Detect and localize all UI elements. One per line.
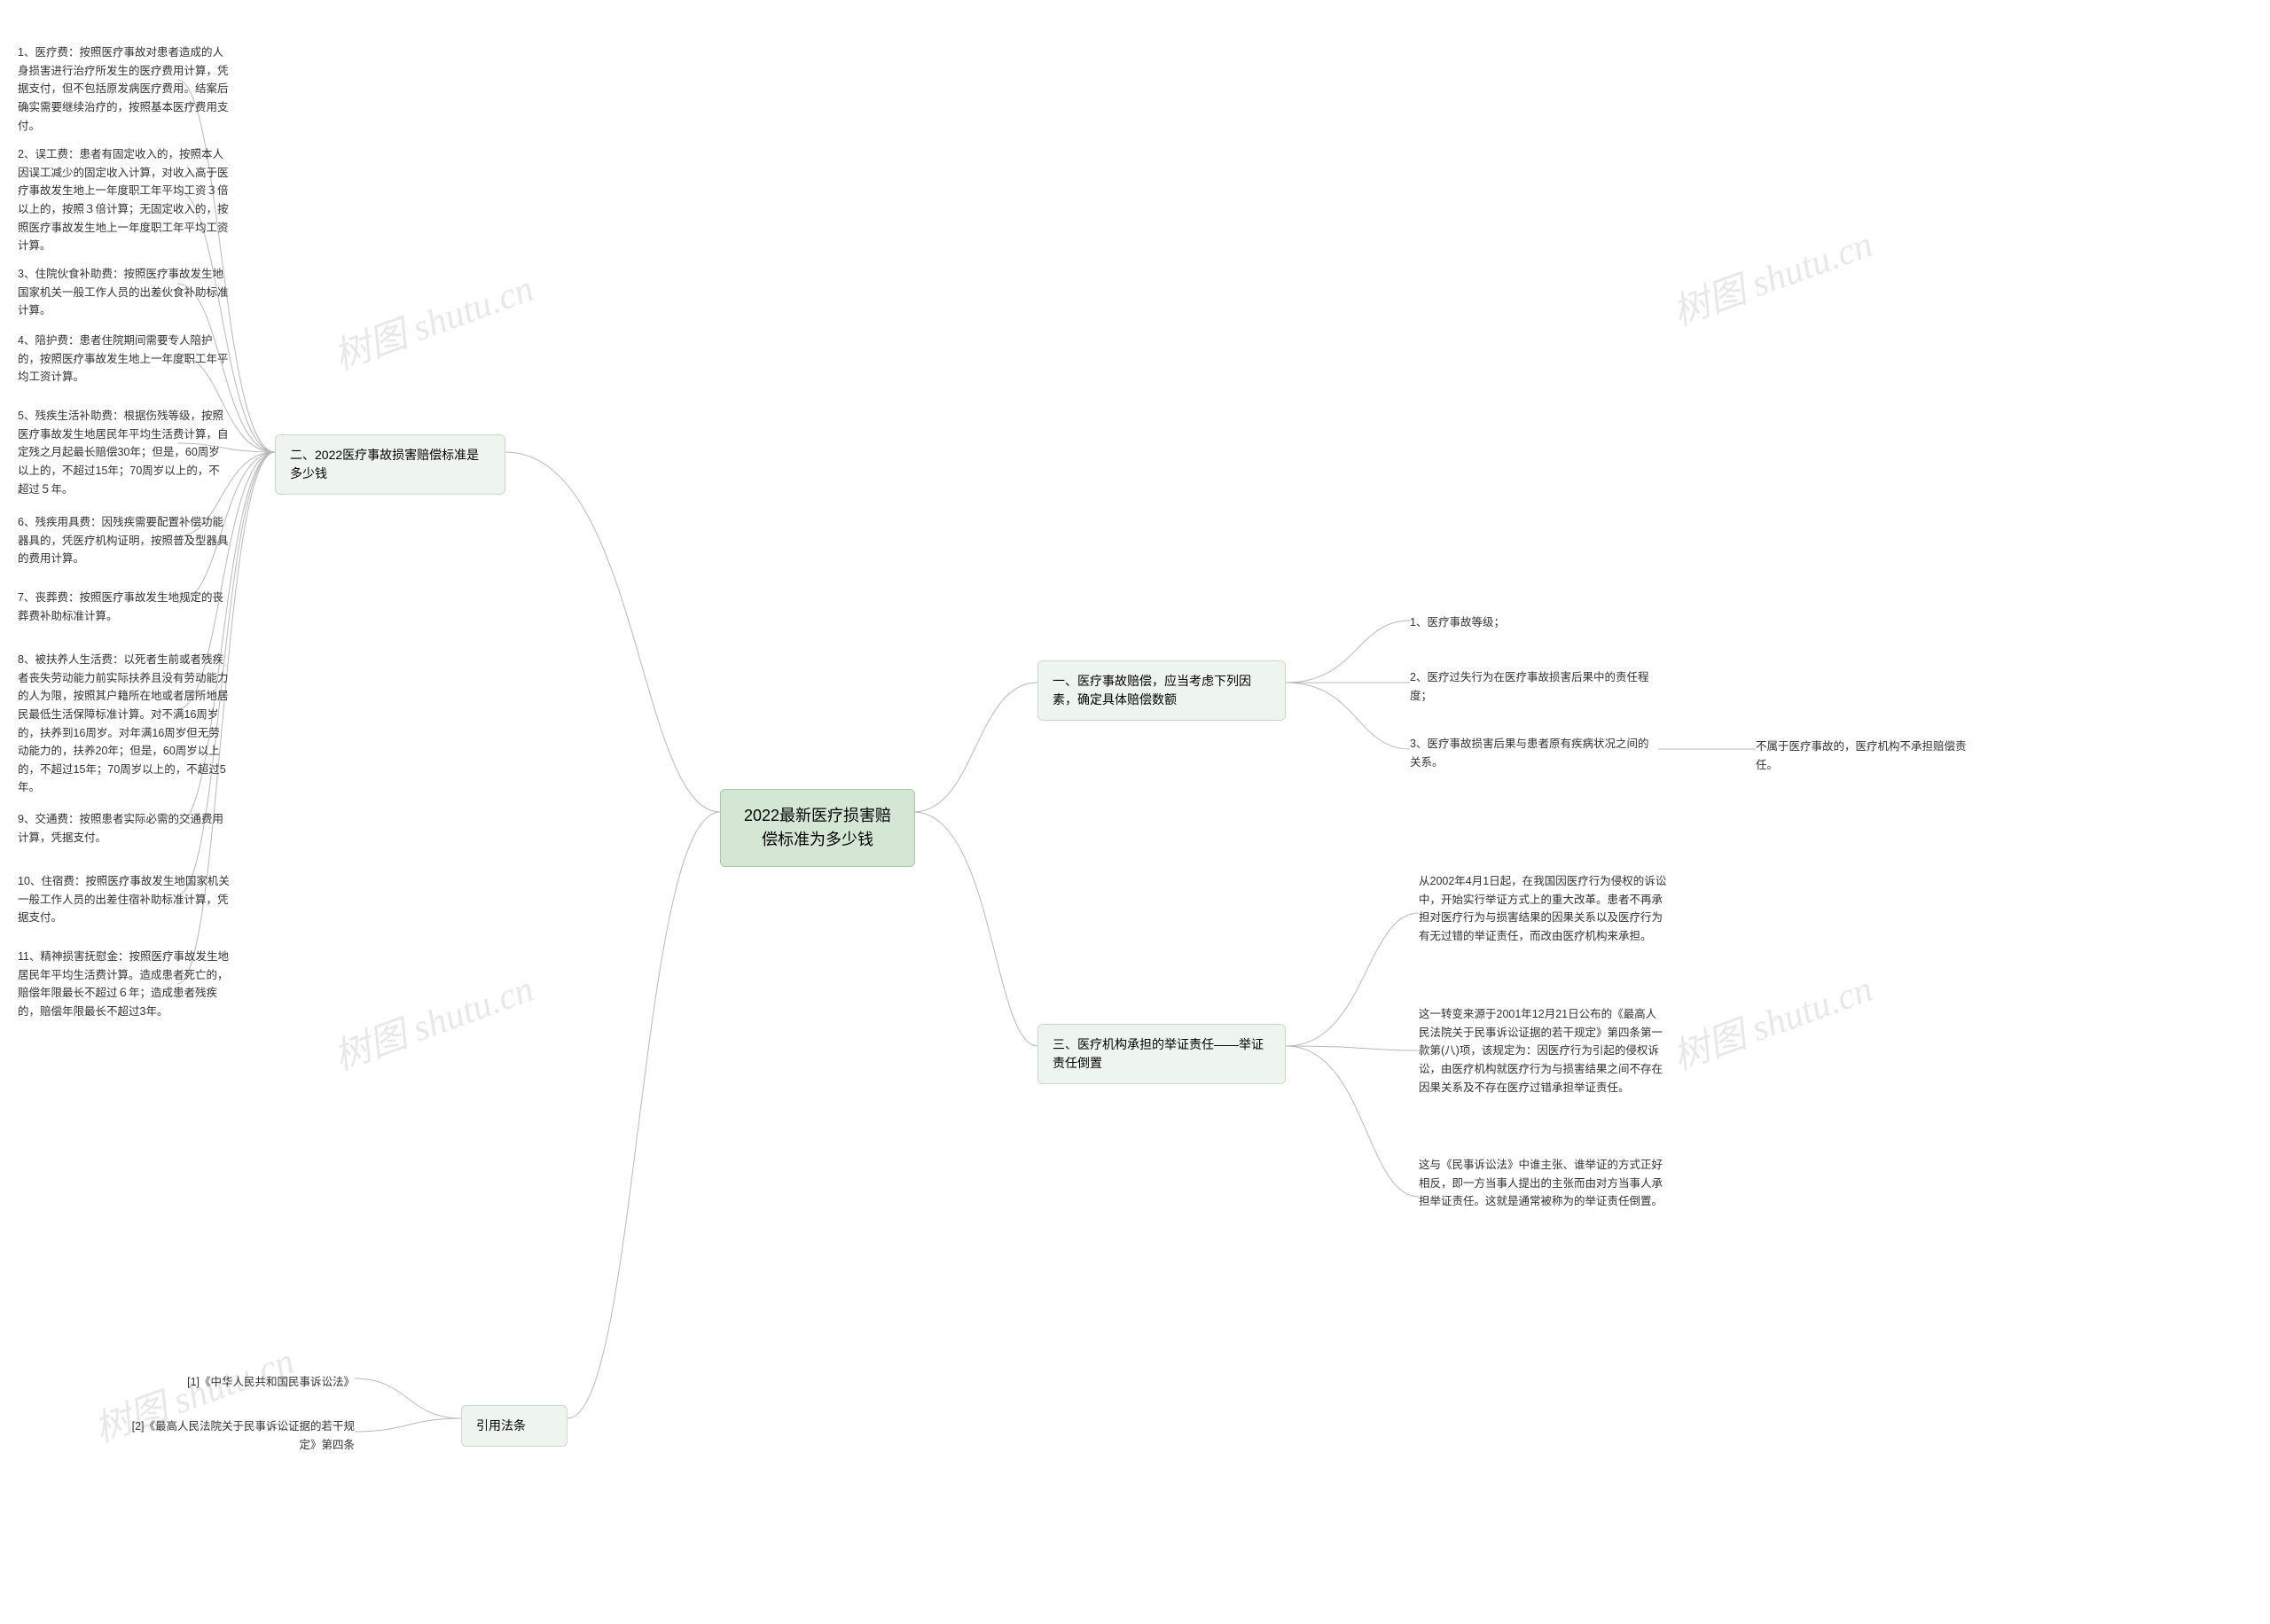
leaf-item: 2、误工费：患者有固定收入的，按照本人因误工减少的固定收入计算，对收入高于医疗事… [18, 142, 231, 259]
branch-label: 引用法条 [476, 1418, 526, 1433]
leaf-item: 5、残疾生活补助费：根据伤残等级，按照医疗事故发生地居民年平均生活费计算，自定残… [18, 403, 231, 502]
leaf-item: 1、医疗事故等级； [1410, 610, 1505, 636]
leaf-item: 6、残疾用具费：因残疾需要配置补偿功能器具的，凭医疗机构证明，按照普及型器具的费… [18, 510, 231, 572]
leaf-item: 从2002年4月1日起，在我国因医疗行为侵权的诉讼中，开始实行举证方式上的重大改… [1419, 869, 1667, 949]
leaf-item: [2]《最高人民法院关于民事诉讼证据的若干规定》第四条 [124, 1414, 355, 1457]
leaf-item: 7、丧葬费：按照医疗事故发生地规定的丧葬费补助标准计算。 [18, 585, 231, 629]
leaf-item: 2、医疗过失行为在医疗事故损害后果中的责任程度； [1410, 665, 1649, 708]
leaf-item: 10、住宿费：按照医疗事故发生地国家机关一般工作人员的出差住宿补助标准计算，凭据… [18, 869, 231, 931]
branch-standards: 二、2022医疗事故损害赔偿标准是多少钱 [275, 434, 505, 495]
leaf-item: 这一转变来源于2001年12月21日公布的《最高人民法院关于民事诉讼证据的若干规… [1419, 1002, 1667, 1100]
leaf-item: 1、医疗费：按照医疗事故对患者造成的人身损害进行治疗所发生的医疗费用计算，凭据支… [18, 40, 231, 138]
leaf-item: 11、精神损害抚慰金：按照医疗事故发生地居民年平均生活费计算。造成患者死亡的，赔… [18, 944, 231, 1025]
watermark: 树图 shutu.cn [325, 259, 540, 381]
watermark: 树图 shutu.cn [1664, 215, 1879, 337]
watermark: 树图 shutu.cn [1664, 959, 1879, 1081]
root-node: 2022最新医疗损害赔偿标准为多少钱 [720, 789, 915, 867]
root-title: 2022最新医疗损害赔偿标准为多少钱 [744, 807, 891, 848]
leaf-item: 9、交通费：按照患者实际必需的交通费用计算，凭据支付。 [18, 807, 231, 850]
watermark: 树图 shutu.cn [325, 959, 540, 1081]
leaf-item: [1]《中华人民共和国民事诉讼法》 [151, 1370, 355, 1395]
branch-label: 三、医疗机构承担的举证责任——举证责任倒置 [1053, 1037, 1264, 1070]
leaf-item: 8、被扶养人生活费：以死者生前或者残疾者丧失劳动能力前实际扶养且没有劳动能力的人… [18, 647, 231, 800]
leaf-item: 3、住院伙食补助费：按照医疗事故发生地国家机关一般工作人员的出差伙食补助标准计算… [18, 262, 231, 324]
branch-burden-proof: 三、医疗机构承担的举证责任——举证责任倒置 [1037, 1024, 1286, 1084]
branch-references: 引用法条 [461, 1405, 568, 1447]
branch-label: 二、2022医疗事故损害赔偿标准是多少钱 [290, 448, 479, 480]
branch-factors: 一、医疗事故赔偿，应当考虑下列因素，确定具体赔偿数额 [1037, 660, 1286, 721]
leaf-item: 4、陪护费：患者住院期间需要专人陪护的，按照医疗事故发生地上一年度职工年平均工资… [18, 328, 231, 390]
branch-label: 一、医疗事故赔偿，应当考虑下列因素，确定具体赔偿数额 [1053, 674, 1251, 707]
leaf-item: 这与《民事诉讼法》中谁主张、谁举证的方式正好相反，即一方当事人提出的主张而由对方… [1419, 1152, 1667, 1214]
leaf-extra: 不属于医疗事故的，医疗机构不承担赔偿责任。 [1756, 734, 1969, 777]
leaf-item: 3、医疗事故损害后果与患者原有疾病状况之间的关系。 [1410, 731, 1649, 775]
